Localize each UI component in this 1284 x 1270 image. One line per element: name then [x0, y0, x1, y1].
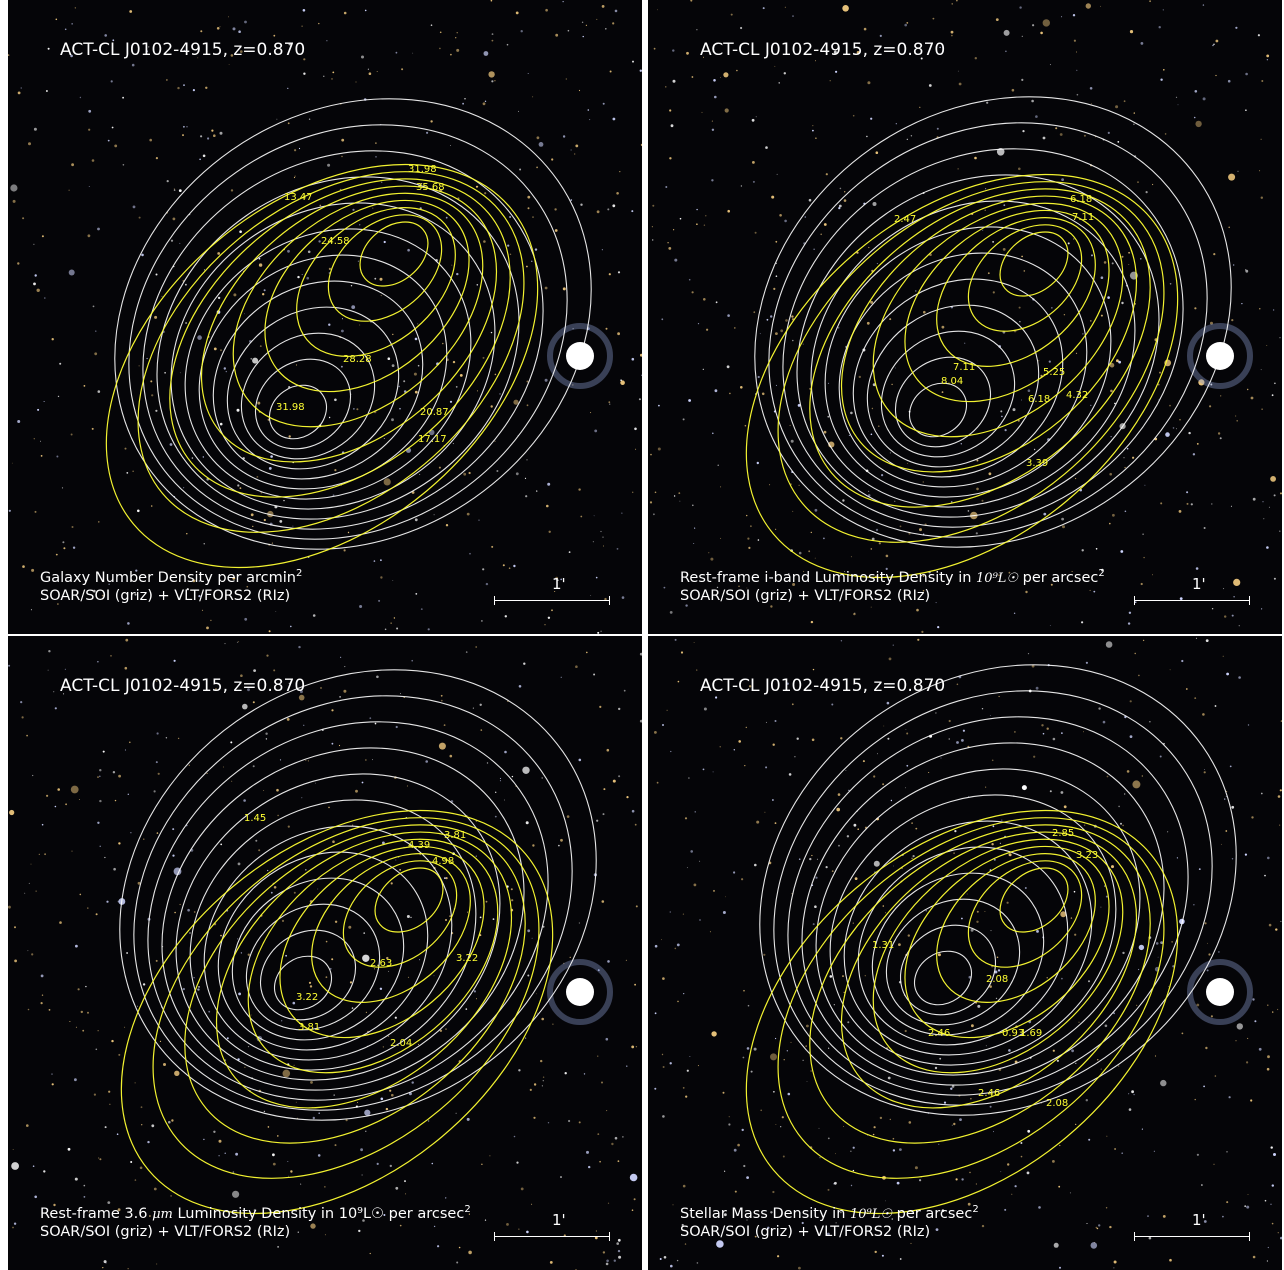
scale-bar	[1134, 1232, 1250, 1241]
sky-image-3: 4.39 3.81 4.98 1.45 3.22 3.22 3.81 2.63 2.04	[8, 636, 642, 1270]
contour-label: 13.47	[284, 192, 313, 203]
contour-label: 4.98	[432, 856, 454, 867]
caption-math: 10⁹L☉	[976, 571, 1019, 586]
caption-quantity: Stellar Mass Density in 10⁹L☉ per arcsec…	[680, 1204, 979, 1222]
contour-label: 3.81	[298, 1022, 320, 1033]
contour-label: 7.11	[1072, 212, 1094, 223]
panel-iband-luminosity: 6.18 7.11 2.47 7.11 8.04 6.18 5.25 4.32 3.39 ACT…	[648, 0, 1282, 634]
contour-label: 35.68	[416, 182, 445, 193]
contour-label: 2.47	[894, 214, 916, 225]
contour-label: 2.04	[390, 1038, 412, 1049]
caption-instruments: SOAR/SOI (griz) + VLT/FORS2 (RIz)	[40, 1224, 291, 1240]
contour-label: 4.32	[1066, 390, 1088, 401]
scale-bar	[494, 1232, 610, 1241]
panel-stellar-mass: 2.85 3.23 1.31 2.08 2.46 1.69 2.46 2.08 0.93 ACT…	[648, 636, 1282, 1270]
contour-label: 1.45	[244, 813, 266, 824]
caption-tail: Luminosity Density in 10⁹L☉ per arcsec	[172, 1206, 465, 1222]
panel-title: ACT-CL J0102-4915, z=0.870	[700, 676, 946, 696]
sky-image-1: 31.98 35.68 13.47 24.58 28.28 31.98 20.87 17.17	[8, 0, 642, 634]
contour-label: 7.11	[953, 362, 975, 373]
scale-bar	[494, 596, 610, 605]
contour-label: 24.58	[321, 236, 350, 247]
caption-instruments: SOAR/SOI (griz) + VLT/FORS2 (RIz)	[40, 588, 291, 604]
contour-label: 31.98	[276, 402, 305, 413]
contour-label: 2.85	[1052, 828, 1074, 839]
contour-label: 1.69	[1020, 1028, 1042, 1039]
contour-label: 3.22	[456, 953, 478, 964]
caption-tail: per arcsec	[1018, 570, 1099, 586]
caption-sup: 2	[464, 1204, 471, 1215]
panel-number-density: 31.98 35.68 13.47 24.58 28.28 31.98 20.87 17.17…	[8, 0, 642, 634]
caption-tail: per arcsec	[892, 1206, 973, 1222]
contour-label: 6.18	[1028, 394, 1050, 405]
caption-quantity: Rest-frame i-band Luminosity Density in …	[680, 568, 1105, 586]
caption-main: Rest-frame i-band Luminosity Density in	[680, 570, 977, 586]
contour-label: 2.08	[986, 974, 1008, 985]
scale-bar-label: 1'	[552, 575, 566, 593]
contour-label: 4.39	[408, 840, 430, 851]
contour-label: 2.08	[1046, 1098, 1068, 1109]
contour-label: 3.23	[1076, 850, 1098, 861]
scale-bar-label: 1'	[552, 1211, 566, 1229]
panel-title: ACT-CL J0102-4915, z=0.870	[60, 676, 306, 696]
contour-label: 31.98	[408, 164, 437, 175]
panel-3p6um-luminosity: 4.39 3.81 4.98 1.45 3.22 3.22 3.81 2.63 2.04 ACT…	[8, 636, 642, 1270]
contour-label: 1.31	[872, 940, 894, 951]
caption-quantity: Rest-frame 3.6 μm Luminosity Density in …	[40, 1204, 471, 1222]
caption-quantity: Galaxy Number Density per arcmin2	[40, 568, 302, 586]
caption-main: Rest-frame 3.6	[40, 1206, 153, 1222]
contour-label: 20.87	[420, 407, 449, 418]
contour-label: 0.93	[1002, 1028, 1024, 1039]
contour-label: 3.81	[444, 830, 466, 841]
contour-label: 3.22	[296, 992, 318, 1003]
caption-main: Stellar Mass Density in	[680, 1206, 850, 1222]
caption-math: μm	[152, 1207, 173, 1222]
contour-label: 2.46	[978, 1088, 1000, 1099]
contour-label: 28.28	[343, 354, 372, 365]
panel-title: ACT-CL J0102-4915, z=0.870	[60, 40, 306, 60]
caption-sup: 2	[1098, 568, 1105, 579]
caption-instruments: SOAR/SOI (griz) + VLT/FORS2 (RIz)	[680, 588, 931, 604]
caption-math: 10⁹L☉	[850, 1207, 893, 1222]
sky-image-2: 6.18 7.11 2.47 7.11 8.04 6.18 5.25 4.32 3.39	[648, 0, 1282, 634]
caption-instruments: SOAR/SOI (griz) + VLT/FORS2 (RIz)	[680, 1224, 931, 1240]
contour-label: 8.04	[941, 376, 963, 387]
scale-bar	[1134, 596, 1250, 605]
sky-image-4: 2.853.23 1.31 2.08 2.46 1.69 2.46 2.08 0.93	[648, 636, 1282, 1270]
caption-sup: 2	[295, 568, 303, 579]
contour-label: 5.25	[1043, 367, 1065, 378]
contour-label: 2.63	[370, 958, 392, 969]
contour-label: 17.17	[418, 434, 447, 445]
scale-bar-label: 1'	[1192, 1211, 1206, 1229]
contour-label: 3.39	[1026, 458, 1048, 469]
contour-label: 6.18	[1070, 194, 1092, 205]
scale-bar-label: 1'	[1192, 575, 1206, 593]
caption-sup: 2	[972, 1204, 979, 1215]
panel-title: ACT-CL J0102-4915, z=0.870	[700, 40, 946, 60]
contour-label: 2.46	[928, 1028, 950, 1039]
caption-main: Galaxy Number Density per arcmin	[40, 570, 296, 586]
